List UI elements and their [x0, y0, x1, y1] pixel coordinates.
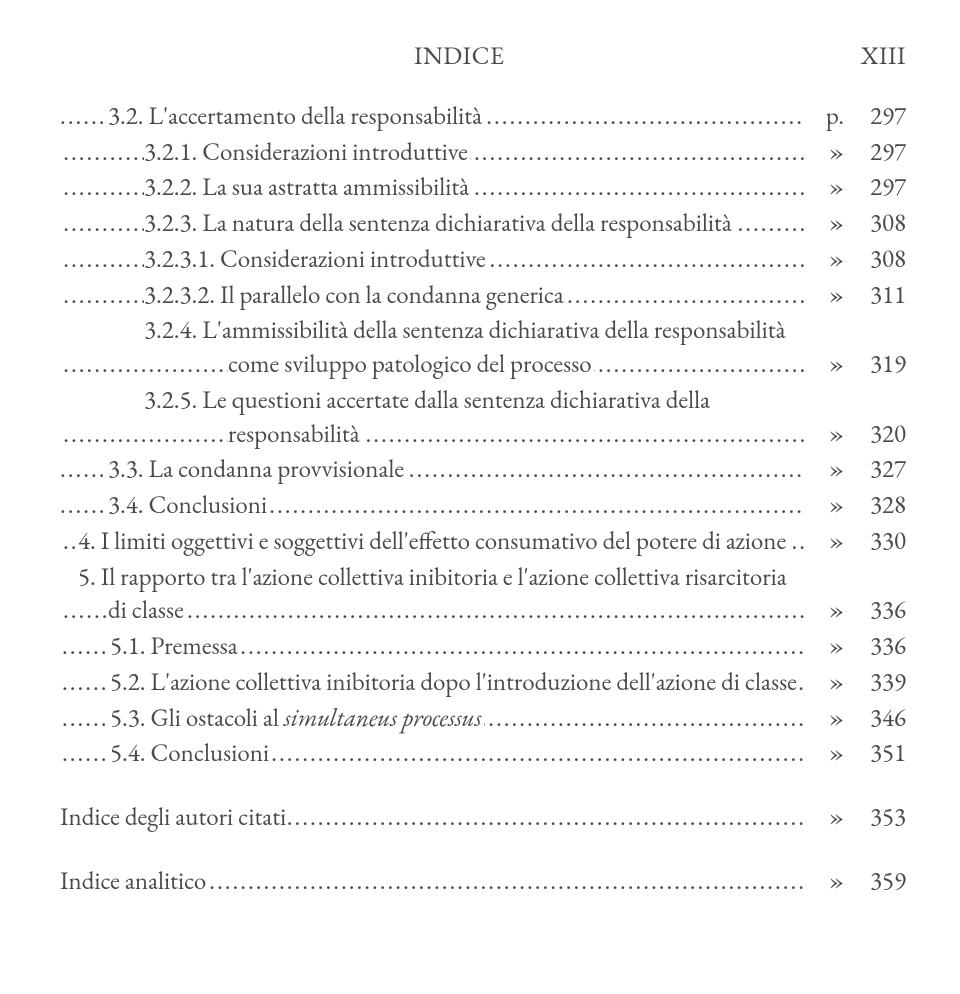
- toc-entry: 3.2.4. L'ammissibilità della sentenza di…: [60, 314, 906, 382]
- entry-text: 5.3. Gli ostacoli al simultaneus process…: [110, 702, 484, 734]
- entry-marker: »: [804, 348, 848, 382]
- entry-label: 5.3. Gli ostacoli al simultaneus process…: [60, 702, 804, 736]
- entry-text: 3.2.5. Le questioni accertate dalla sent…: [144, 384, 710, 450]
- entry-marker: »: [804, 737, 848, 771]
- entry-text: 3.2.3.2. Il parallelo con la condanna ge…: [144, 279, 566, 311]
- entry-text: 5.4. Conclusioni: [110, 737, 271, 769]
- entry-text: 3.2.4. L'ammissibilità della sentenza di…: [144, 314, 786, 380]
- entry-text: Indice analitico: [60, 865, 208, 897]
- entry-text: 3.2. L'accertamento della responsabilità: [108, 100, 484, 132]
- entry-text: 4. I limiti oggettivi e soggettivi dell'…: [78, 525, 788, 557]
- entry-text: 5.1. Premessa: [110, 630, 240, 662]
- header-page-roman: XIII: [861, 40, 906, 74]
- entry-label: 5. Il rapporto tra l'azione collettiva i…: [60, 561, 804, 629]
- entry-marker: »: [804, 279, 848, 313]
- entry-marker: »: [804, 525, 848, 559]
- entry-label: Indice analitico: [60, 865, 804, 899]
- entry-marker: »: [804, 453, 848, 487]
- entry-text: Indice degli autori citati: [60, 801, 288, 833]
- entry-text: 3.2.3. La natura della sentenza dichiara…: [144, 207, 734, 239]
- toc-entry: 5.2. L'azione collettiva inibitoria dopo…: [60, 666, 906, 700]
- entry-page: 320: [848, 418, 906, 452]
- entry-label: 3.2.2. La sua astratta ammissibilità: [60, 171, 804, 205]
- entry-page: 328: [848, 489, 906, 523]
- toc-entry: 5.1. Premessa »336: [60, 630, 906, 664]
- entry-page: 359: [848, 865, 906, 899]
- toc-entry: 5.4. Conclusioni »351: [60, 737, 906, 771]
- entry-page: 339: [848, 666, 906, 700]
- entry-page: 308: [848, 243, 906, 277]
- entry-page: 346: [848, 702, 906, 736]
- entry-label: 5.1. Premessa: [60, 630, 804, 664]
- entry-text: 3.2.1. Considerazioni introduttive: [144, 136, 470, 168]
- toc-entry: 3.2.3.2. Il parallelo con la condanna ge…: [60, 279, 906, 313]
- toc-entry: 3.2.2. La sua astratta ammissibilità »297: [60, 171, 906, 205]
- entry-page: 336: [848, 594, 906, 628]
- entry-text: 3.3. La condanna provvisionale: [108, 453, 406, 485]
- entry-page: 297: [848, 171, 906, 205]
- header-label: INDICE: [414, 40, 505, 74]
- entry-marker: p.: [804, 100, 848, 134]
- toc-entry: Indice degli autori citati »353: [60, 801, 906, 835]
- entry-label: 3.2.3.2. Il parallelo con la condanna ge…: [60, 279, 804, 313]
- entry-marker: »: [804, 171, 848, 205]
- entry-page: 353: [848, 801, 906, 835]
- entry-page: 336: [848, 630, 906, 664]
- entry-page: 327: [848, 453, 906, 487]
- entry-page: 297: [848, 136, 906, 170]
- toc-entry: 3.3. La condanna provvisionale »327: [60, 453, 906, 487]
- entry-marker: »: [804, 702, 848, 736]
- entry-label: 3.2.4. L'ammissibilità della sentenza di…: [60, 314, 804, 382]
- entry-label: 3.2.3.1. Considerazioni introduttive: [60, 243, 804, 277]
- entry-marker: »: [804, 630, 848, 664]
- entry-label: 3.3. La condanna provvisionale: [60, 453, 804, 487]
- entry-text: 3.2.2. La sua astratta ammissibilità: [144, 171, 471, 203]
- entry-page: 308: [848, 207, 906, 241]
- toc-entry: 3.4. Conclusioni »328: [60, 489, 906, 523]
- page-header: INDICE XIII: [60, 40, 906, 74]
- entry-marker: »: [804, 243, 848, 277]
- toc-entry: 3.2. L'accertamento della responsabilità…: [60, 100, 906, 134]
- entry-marker: »: [804, 136, 848, 170]
- toc-entry: 4. I limiti oggettivi e soggettivi dell'…: [60, 525, 906, 559]
- entry-marker: »: [804, 666, 848, 700]
- entry-label: 5.2. L'azione collettiva inibitoria dopo…: [60, 666, 804, 700]
- entry-label: 3.2.1. Considerazioni introduttive: [60, 136, 804, 170]
- entry-page: 311: [848, 279, 906, 313]
- entry-label: 3.2.5. Le questioni accertate dalla sent…: [60, 384, 804, 452]
- entry-page: 297: [848, 100, 906, 134]
- entry-label: 4. I limiti oggettivi e soggettivi dell'…: [60, 525, 804, 559]
- toc-entry: 3.2.5. Le questioni accertate dalla sent…: [60, 384, 906, 452]
- entry-text: 3.2.3.1. Considerazioni introduttive: [144, 243, 488, 275]
- entry-marker: »: [804, 801, 848, 835]
- entry-label: 5.4. Conclusioni: [60, 737, 804, 771]
- toc-entry: 3.2.3. La natura della sentenza dichiara…: [60, 207, 906, 241]
- entry-label: 3.2.3. La natura della sentenza dichiara…: [60, 207, 804, 241]
- entry-text: 5. Il rapporto tra l'azione collettiva i…: [78, 561, 787, 627]
- entry-marker: »: [804, 207, 848, 241]
- toc-entry: 3.2.1. Considerazioni introduttive »297: [60, 136, 906, 170]
- entry-text: 3.4. Conclusioni: [108, 489, 269, 521]
- table-of-contents: 3.2. L'accertamento della responsabilità…: [60, 100, 906, 899]
- toc-entry: 5.3. Gli ostacoli al simultaneus process…: [60, 702, 906, 736]
- toc-entry: Indice analitico »359: [60, 865, 906, 899]
- entry-marker: »: [804, 418, 848, 452]
- toc-entry: 3.2.3.1. Considerazioni introduttive »308: [60, 243, 906, 277]
- entry-marker: »: [804, 594, 848, 628]
- entry-label: 3.2. L'accertamento della responsabilità: [60, 100, 804, 134]
- toc-entry: 5. Il rapporto tra l'azione collettiva i…: [60, 561, 906, 629]
- entry-label: Indice degli autori citati: [60, 801, 804, 835]
- entry-marker: »: [804, 865, 848, 899]
- entry-label: 3.4. Conclusioni: [60, 489, 804, 523]
- entry-page: 351: [848, 737, 906, 771]
- entry-page: 330: [848, 525, 906, 559]
- entry-text: 5.2. L'azione collettiva inibitoria dopo…: [110, 666, 799, 698]
- entry-page: 319: [848, 348, 906, 382]
- entry-marker: »: [804, 489, 848, 523]
